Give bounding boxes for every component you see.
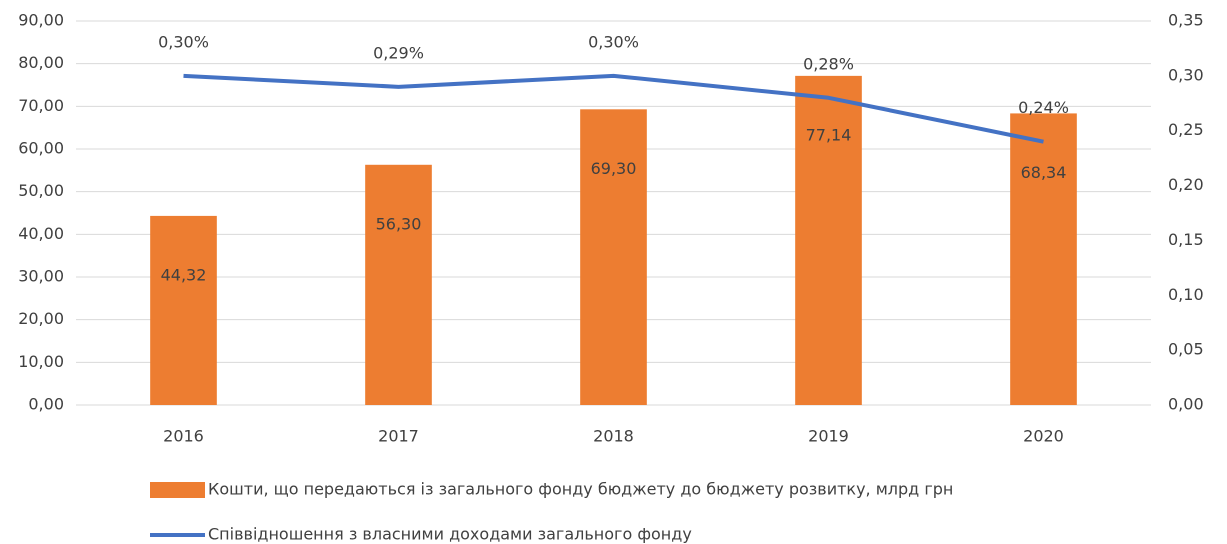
y2-tick-label: 0,20 bbox=[1168, 175, 1204, 194]
data-label: 0,29% bbox=[373, 43, 424, 62]
y-tick-label: 80,00 bbox=[18, 53, 64, 72]
bar bbox=[795, 75, 862, 406]
y-tick-label: 30,00 bbox=[18, 267, 64, 286]
y2-tick-label: 0,25 bbox=[1168, 120, 1204, 139]
data-label: 0,30% bbox=[588, 32, 639, 51]
data-label: 44,32 bbox=[161, 265, 207, 284]
bar bbox=[580, 109, 647, 405]
x-tick-label: 2017 bbox=[378, 427, 419, 446]
x-tick-label: 2019 bbox=[808, 427, 849, 446]
data-label: 69,30 bbox=[591, 159, 637, 178]
data-label: 0,24% bbox=[1018, 98, 1069, 117]
legend-label: Співвідношення з власними доходами загал… bbox=[208, 525, 692, 544]
legend-swatch bbox=[150, 482, 205, 498]
data-label: 0,28% bbox=[803, 54, 854, 73]
y-tick-label: 20,00 bbox=[18, 309, 64, 328]
y-tick-label: 70,00 bbox=[18, 96, 64, 115]
x-tick-label: 2018 bbox=[593, 427, 634, 446]
y-tick-label: 90,00 bbox=[18, 11, 64, 30]
x-tick-label: 2020 bbox=[1023, 427, 1064, 446]
line bbox=[183, 73, 1044, 144]
y-tick-label: 50,00 bbox=[18, 181, 64, 200]
data-label: 0,30% bbox=[158, 32, 209, 51]
x-tick-label: 2016 bbox=[163, 427, 204, 446]
y2-tick-label: 0,05 bbox=[1168, 340, 1204, 359]
bar bbox=[150, 215, 217, 405]
y2-tick-label: 0,15 bbox=[1168, 230, 1204, 249]
y-tick-label: 60,00 bbox=[18, 139, 64, 158]
data-label: 56,30 bbox=[376, 214, 422, 233]
y2-tick-label: 0,30 bbox=[1168, 65, 1204, 84]
y2-tick-label: 0,35 bbox=[1168, 11, 1204, 30]
legend-label: Кошти, що передаються із загального фонд… bbox=[208, 480, 953, 499]
data-label: 77,14 bbox=[806, 125, 852, 144]
y-tick-label: 10,00 bbox=[18, 352, 64, 371]
data-label: 68,34 bbox=[1021, 163, 1067, 182]
bar bbox=[365, 164, 432, 405]
y-tick-label: 40,00 bbox=[18, 224, 64, 243]
bar bbox=[1010, 113, 1077, 405]
y2-tick-label: 0,00 bbox=[1168, 395, 1204, 414]
y-tick-label: 0,00 bbox=[28, 395, 64, 414]
y2-tick-label: 0,10 bbox=[1168, 285, 1204, 304]
